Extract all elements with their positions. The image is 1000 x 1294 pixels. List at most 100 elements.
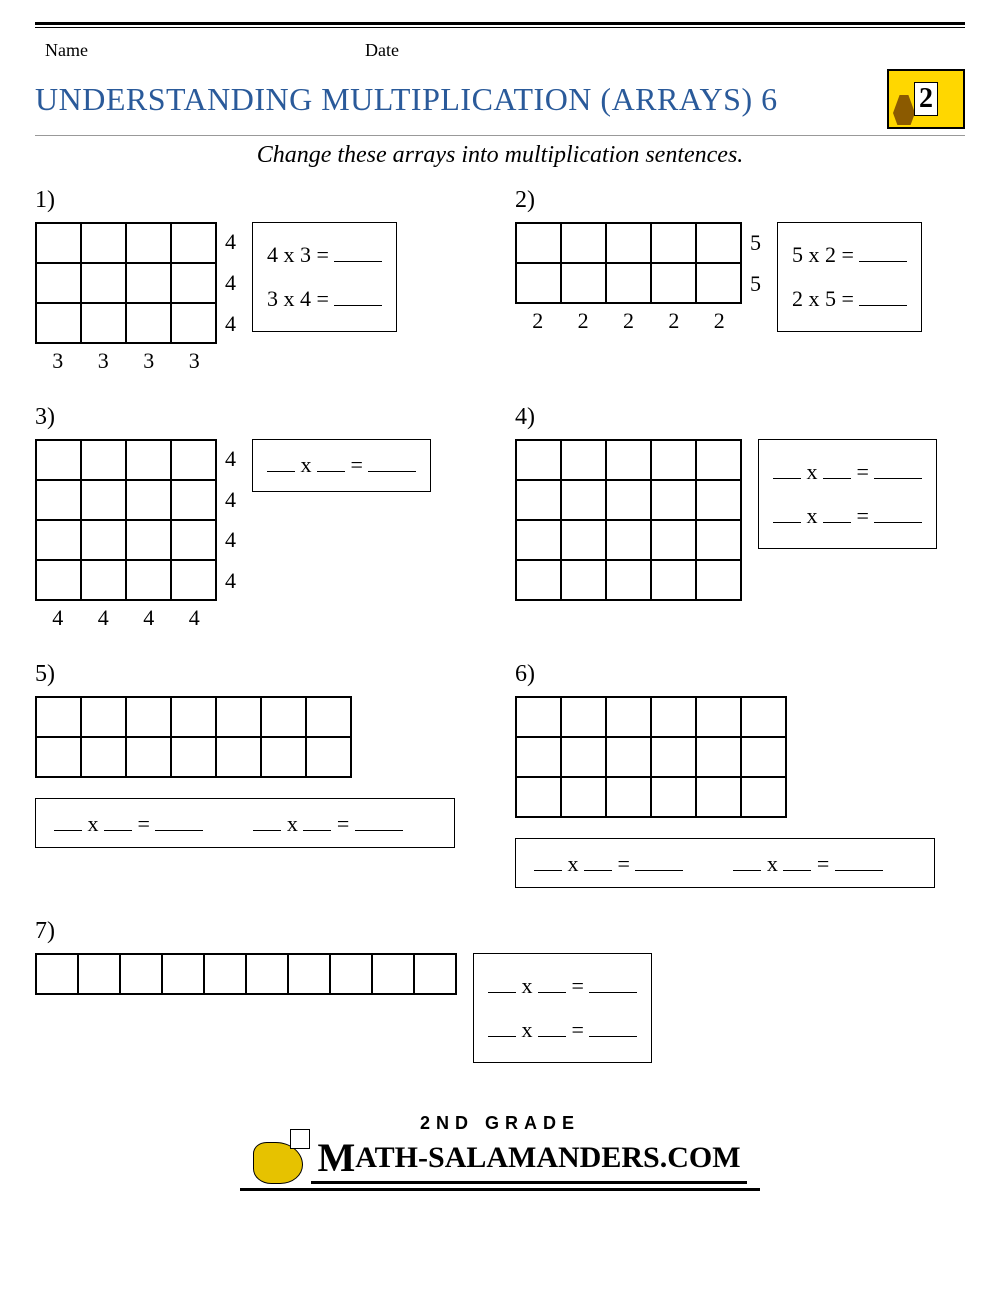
equation: x = bbox=[488, 964, 637, 1008]
array-cell bbox=[126, 303, 171, 343]
array-cell bbox=[162, 954, 204, 994]
salamander-icon bbox=[253, 1142, 303, 1184]
array-grid bbox=[515, 222, 742, 304]
array-wrap: 444 bbox=[35, 222, 236, 344]
array-wrap bbox=[515, 696, 787, 818]
row-label: 4 bbox=[225, 527, 236, 553]
array-wrap: 55 bbox=[515, 222, 761, 304]
array-cell bbox=[696, 737, 741, 777]
array-cell bbox=[171, 440, 216, 480]
array-cell bbox=[516, 777, 561, 817]
array-cell bbox=[651, 440, 696, 480]
array-cell bbox=[651, 223, 696, 263]
array-cell bbox=[561, 520, 606, 560]
array-cell bbox=[696, 263, 741, 303]
problems-container: 1)44433334 x 3 = 3 x 4 = 2)55222225 x 2 … bbox=[35, 187, 965, 1063]
array-block: 4443333 bbox=[35, 222, 236, 374]
array-cell bbox=[216, 737, 261, 777]
equation: x = bbox=[534, 849, 683, 877]
problem: 3)44444444 x = bbox=[35, 404, 485, 631]
problem-number: 5) bbox=[35, 661, 485, 688]
array-cell bbox=[330, 954, 372, 994]
problem-row: 3)44444444 x = 4) x = x = bbox=[35, 404, 965, 631]
array-block bbox=[515, 439, 742, 601]
array-wrap bbox=[515, 439, 742, 601]
array-cell bbox=[516, 737, 561, 777]
equation: 3 x 4 = bbox=[267, 277, 382, 321]
array-cell bbox=[81, 560, 126, 600]
array-cell bbox=[606, 440, 651, 480]
array-cell bbox=[561, 560, 606, 600]
array-cell bbox=[120, 954, 162, 994]
array-cell bbox=[171, 560, 216, 600]
footer: 2ND GRADE MATH-SALAMANDERS.COM bbox=[35, 1113, 965, 1191]
array-cell bbox=[606, 520, 651, 560]
name-label: Name bbox=[45, 40, 365, 61]
page-title: UNDERSTANDING MULTIPLICATION (ARRAYS) 6 bbox=[35, 81, 887, 118]
array-cell bbox=[36, 303, 81, 343]
col-label: 4 bbox=[52, 605, 63, 631]
array-cell bbox=[696, 440, 741, 480]
array-wrap bbox=[35, 953, 457, 995]
equation-box: 4 x 3 = 3 x 4 = bbox=[252, 222, 397, 332]
brand-rest: ATH-SALAMANDERS.COM bbox=[355, 1141, 740, 1174]
array-cell bbox=[696, 223, 741, 263]
array-cell bbox=[741, 777, 786, 817]
row-labels: 55 bbox=[750, 222, 761, 304]
problem: 2)55222225 x 2 = 2 x 5 = bbox=[515, 187, 965, 374]
problem-row: 7) x = x = bbox=[35, 918, 965, 1063]
array-cell bbox=[651, 520, 696, 560]
header-row: Name Date bbox=[35, 40, 965, 69]
problem-body: x = x = bbox=[515, 439, 965, 601]
array-cell bbox=[78, 954, 120, 994]
array-block bbox=[515, 696, 787, 818]
problem-row: 5) x = x = 6) x = x = bbox=[35, 661, 965, 888]
array-cell bbox=[126, 263, 171, 303]
row-labels: 4444 bbox=[225, 439, 236, 601]
array-cell bbox=[651, 697, 696, 737]
problem-body: 55222225 x 2 = 2 x 5 = bbox=[515, 222, 965, 334]
array-block: 44444444 bbox=[35, 439, 236, 631]
brand-prefix: M bbox=[317, 1135, 355, 1180]
array-cell bbox=[516, 560, 561, 600]
array-cell bbox=[516, 520, 561, 560]
col-labels: 22222 bbox=[515, 308, 742, 334]
array-cell bbox=[561, 737, 606, 777]
array-cell bbox=[561, 480, 606, 520]
problem-body bbox=[515, 696, 965, 818]
array-cell bbox=[606, 560, 651, 600]
row-label: 4 bbox=[225, 487, 236, 513]
array-cell bbox=[126, 480, 171, 520]
problem: 1)44433334 x 3 = 3 x 4 = bbox=[35, 187, 485, 374]
array-cell bbox=[606, 263, 651, 303]
rule-bottom bbox=[240, 1188, 760, 1191]
equation: x = bbox=[267, 450, 416, 481]
array-cell bbox=[171, 520, 216, 560]
equation: 4 x 3 = bbox=[267, 233, 382, 277]
array-cell bbox=[372, 954, 414, 994]
row-label: 5 bbox=[750, 271, 761, 297]
array-grid bbox=[515, 439, 742, 601]
array-cell bbox=[651, 263, 696, 303]
array-cell bbox=[81, 440, 126, 480]
array-cell bbox=[606, 480, 651, 520]
problem-body bbox=[35, 696, 485, 778]
problem-number: 3) bbox=[35, 404, 485, 431]
array-cell bbox=[126, 697, 171, 737]
array-cell bbox=[81, 303, 126, 343]
row-label: 5 bbox=[750, 230, 761, 256]
date-label: Date bbox=[365, 40, 399, 61]
array-cell bbox=[261, 697, 306, 737]
array-block: 5522222 bbox=[515, 222, 761, 334]
array-cell bbox=[126, 440, 171, 480]
array-cell bbox=[516, 223, 561, 263]
col-label: 3 bbox=[52, 348, 63, 374]
array-cell bbox=[216, 697, 261, 737]
equation-box: x = x = bbox=[35, 798, 455, 848]
array-cell bbox=[606, 777, 651, 817]
array-block bbox=[35, 953, 457, 995]
equation: x = bbox=[54, 809, 203, 837]
equation: 5 x 2 = bbox=[792, 233, 907, 277]
problem-number: 2) bbox=[515, 187, 965, 214]
array-cell bbox=[696, 520, 741, 560]
